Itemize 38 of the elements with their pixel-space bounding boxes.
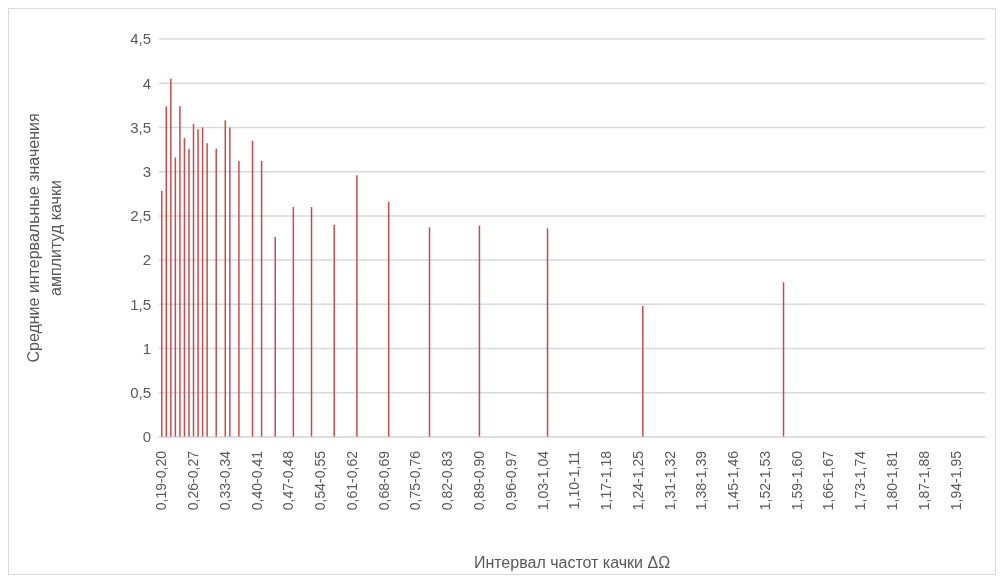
x-tick-label: 1,31-1,32 [661,450,678,511]
x-tick-label: 1,52-1,53 [756,450,773,511]
y-tick-label: 3 [142,162,151,180]
x-tick-label: 0,26-0,27 [185,450,202,511]
x-tick-label: 1,94-1,95 [947,450,964,511]
y-tick-label: 3,5 [130,118,151,136]
x-tick-label: 1,66-1,67 [820,450,837,511]
x-tick-label: 0,89-0,90 [470,450,487,511]
x-tick-label: 0,82-0,83 [439,450,456,511]
x-tick-label: 1,87-1,88 [915,450,932,511]
x-axis-title: Интервал частот качки ΔΩ [473,554,671,571]
y-tick-label: 4,5 [130,30,151,48]
x-tick-label: 1,38-1,39 [693,450,710,511]
x-tick-label: 0,75-0,76 [407,450,424,511]
x-tick-label: 0,68-0,69 [375,450,392,511]
x-tick-label: 1,80-1,81 [883,450,900,511]
y-tick-label: 0 [142,428,151,446]
x-tick-label: 0,47-0,48 [280,450,297,511]
y-tick-label: 1,5 [130,295,151,313]
x-tick-label: 0,61-0,62 [343,450,360,511]
x-tick-label: 1,10-1,11 [566,450,583,510]
x-tick-label: 0,54-0,55 [312,450,329,511]
x-tick-label: 1,59-1,60 [788,450,805,511]
y-tick-label: 0,5 [130,384,151,402]
x-tick-label: 1,73-1,74 [852,450,869,511]
x-tick-label: 0,33-0,34 [216,450,233,511]
x-tick-label: 1,45-1,46 [725,450,742,511]
x-tick-label: 0,19-0,20 [153,450,170,511]
x-tick-label: 0,40-0,41 [248,450,265,511]
x-tick-label: 1,17-1,18 [598,450,615,511]
x-tick-label: 1,03-1,04 [534,450,551,511]
y-tick-label: 2,5 [130,207,151,225]
y-tick-label: 2 [142,251,151,269]
y-tick-label: 4 [142,74,151,92]
y-tick-label: 1 [142,339,151,357]
x-tick-label: 1,24-1,25 [629,450,646,511]
y-axis-title: Средние интервальные значения амплитуд качки [25,113,64,363]
x-tick-label: 0,96-0,97 [502,450,519,511]
